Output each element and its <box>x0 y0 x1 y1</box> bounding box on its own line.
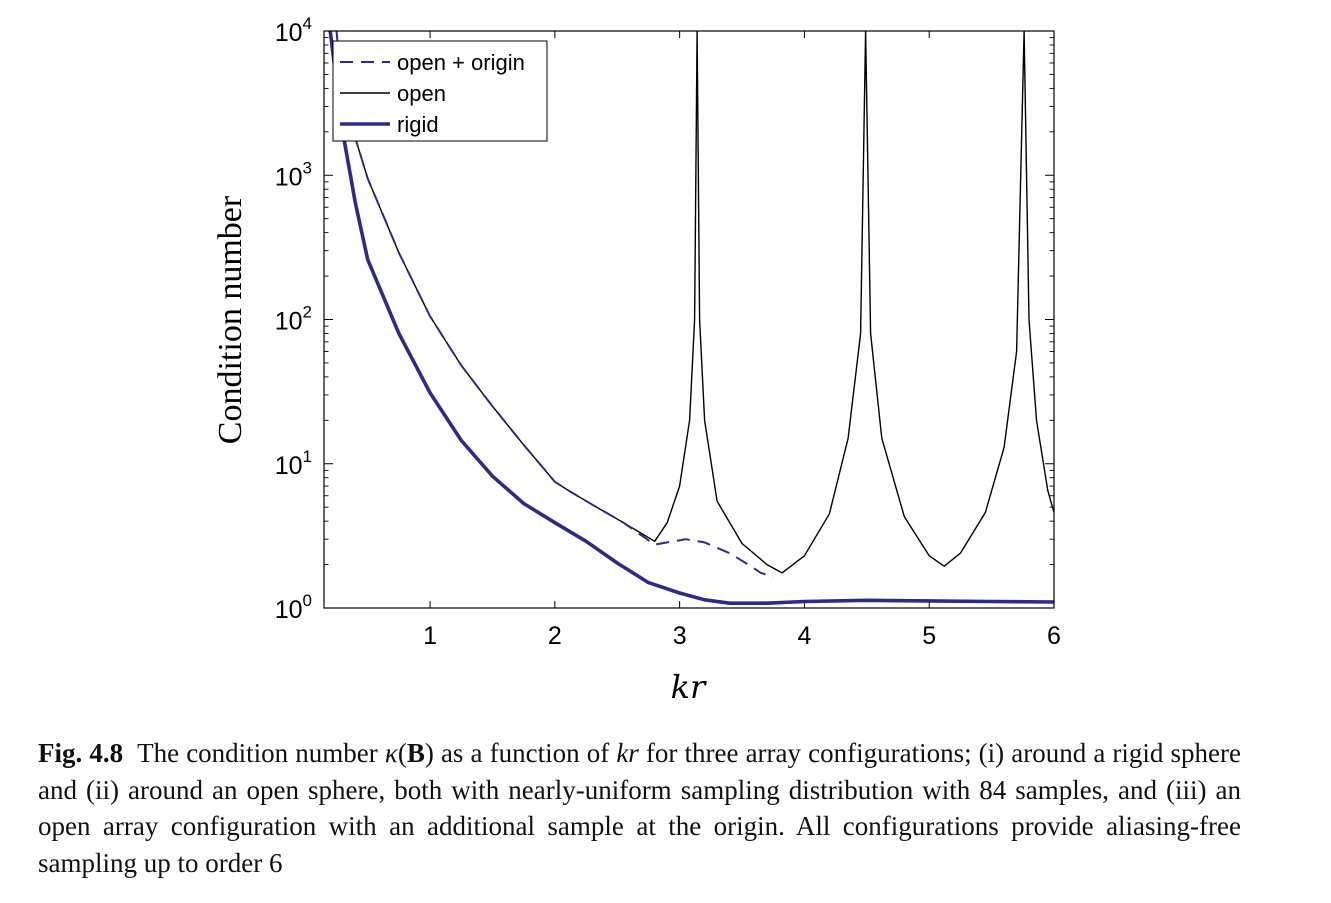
caption-text-2: as a function of <box>433 738 617 768</box>
y-tick-labels: 100 101 102 103 104 <box>275 14 312 624</box>
y-tick-label: 102 <box>275 303 312 336</box>
legend-label: open + origin <box>397 50 525 75</box>
x-tick-label: 2 <box>548 622 562 650</box>
condition-number-chart: 1 2 3 4 5 6 100 101 102 103 104 kr Condition numb… <box>212 14 1061 706</box>
x-tick-label: 5 <box>922 622 936 650</box>
caption-text-3: for three array configurations; (i) arou… <box>38 738 1241 878</box>
x-axis-label: kr <box>671 668 707 706</box>
plot-frame <box>323 30 1055 609</box>
x-tick-label: 6 <box>1047 622 1061 650</box>
caption-kr: kr <box>616 738 639 768</box>
caption-paren-close: ) <box>424 738 434 768</box>
x-tick-label: 3 <box>673 622 687 650</box>
legend: open + origin open rigid <box>332 40 548 142</box>
caption-text-1: The condition number <box>137 738 385 768</box>
series-line-open-origin <box>335 31 774 578</box>
y-axis-label: Condition number <box>212 195 249 444</box>
caption-matrix-b: B <box>406 738 425 768</box>
y-tick-label: 101 <box>275 447 312 480</box>
figure-label: Fig. 4.8 <box>38 738 124 768</box>
y-tick-label: 104 <box>275 14 312 47</box>
x-tick-labels: 1 2 3 4 5 6 <box>423 622 1061 650</box>
caption-kappa: κ <box>384 738 398 768</box>
legend-label: open <box>397 81 446 106</box>
legend-label: rigid <box>397 112 439 137</box>
series-lines <box>328 31 1054 605</box>
x-tick-label: 4 <box>797 622 811 650</box>
figure-caption: Fig. 4.8 The condition number κ(B) as a f… <box>38 735 1241 881</box>
y-tick-label: 103 <box>275 158 312 191</box>
caption-paren-open: ( <box>397 738 407 768</box>
x-tick-label: 1 <box>423 622 437 650</box>
y-tick-label: 100 <box>275 591 312 624</box>
series-line-rigid <box>328 31 1054 605</box>
